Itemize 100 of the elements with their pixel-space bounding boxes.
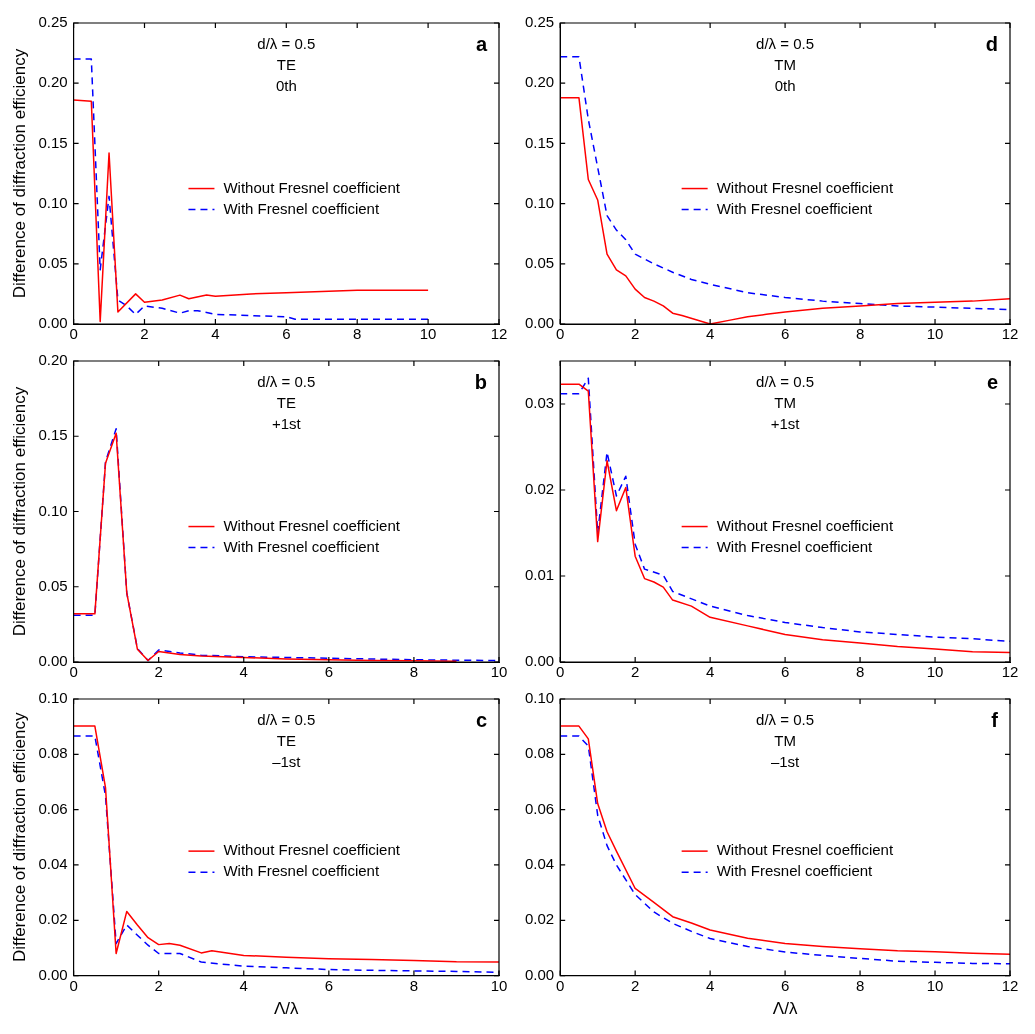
x-tick-label: 6 bbox=[282, 325, 291, 343]
x-tick-label: 8 bbox=[855, 325, 865, 343]
legend-label: Without Fresnel coefficient bbox=[223, 516, 401, 534]
x-tick-label: 8 bbox=[855, 663, 865, 681]
x-tick-label: 6 bbox=[324, 663, 334, 681]
x-tick-label: 0 bbox=[556, 976, 565, 994]
x-tick-label: 12 bbox=[1001, 663, 1019, 681]
line-series bbox=[73, 58, 429, 320]
x-tick-label: 0 bbox=[556, 663, 565, 681]
legend-label: With Fresnel coefficient bbox=[716, 199, 874, 217]
annotation: 0th bbox=[774, 77, 796, 95]
legend-label: Without Fresnel coefficient bbox=[716, 841, 894, 859]
x-tick-label: 4 bbox=[705, 976, 715, 994]
y-tick-label: 0.10 bbox=[38, 689, 68, 707]
x-tick-label: 10 bbox=[490, 663, 508, 681]
y-axis-title: Difference of diffraction efficiency bbox=[9, 386, 29, 637]
x-tick-label: 10 bbox=[490, 976, 508, 994]
annotation: –1st bbox=[272, 753, 302, 771]
y-tick-label: 0.20 bbox=[38, 73, 68, 91]
legend-label: With Fresnel coefficient bbox=[223, 537, 380, 555]
annotation: b bbox=[474, 370, 487, 393]
annotation: d/λ = 0.5 bbox=[756, 711, 815, 729]
annotation: d/λ = 0.5 bbox=[257, 373, 316, 391]
annotation: TE bbox=[276, 394, 296, 412]
annotation: f bbox=[991, 708, 999, 731]
legend-label: With Fresnel coefficient bbox=[716, 862, 874, 880]
y-tick-label: 0.15 bbox=[38, 133, 68, 151]
annotation: TE bbox=[276, 732, 296, 750]
y-tick-label: 0.02 bbox=[38, 910, 68, 928]
annotation: d/λ = 0.5 bbox=[756, 373, 815, 391]
annotation: TE bbox=[276, 56, 296, 74]
annotation: TM bbox=[774, 394, 796, 412]
x-tick-label: 8 bbox=[409, 663, 419, 681]
y-tick-label: 0.00 bbox=[524, 965, 555, 983]
y-tick-label: 0.03 bbox=[524, 394, 555, 412]
y-axis-title: Difference of diffraction efficiency bbox=[9, 48, 29, 299]
y-tick-label: 0.10 bbox=[524, 689, 555, 707]
x-tick-label: 2 bbox=[154, 976, 163, 994]
x-tick-label: 4 bbox=[211, 325, 220, 343]
y-tick-label: 0.04 bbox=[524, 855, 555, 873]
annotation: TM bbox=[774, 56, 796, 74]
y-tick-label: 0.00 bbox=[524, 652, 555, 670]
y-tick-label: 0.06 bbox=[38, 799, 68, 817]
y-tick-label: 0.20 bbox=[524, 73, 555, 91]
x-tick-label: 6 bbox=[780, 663, 790, 681]
x-tick-label: 4 bbox=[705, 325, 715, 343]
x-tick-label: 0 bbox=[556, 325, 565, 343]
x-tick-label: 8 bbox=[409, 976, 419, 994]
x-tick-label: 2 bbox=[154, 663, 163, 681]
y-tick-label: 0.00 bbox=[38, 652, 68, 670]
x-tick-label: 4 bbox=[239, 976, 248, 994]
x-tick-label: 0 bbox=[69, 976, 78, 994]
annotation: –1st bbox=[770, 753, 801, 771]
x-tick-label: 2 bbox=[630, 325, 640, 343]
y-tick-label: 0.05 bbox=[38, 576, 68, 594]
annotation: d/λ = 0.5 bbox=[756, 35, 815, 53]
x-tick-label: 12 bbox=[1001, 325, 1019, 343]
y-tick-label: 0.01 bbox=[524, 566, 555, 584]
x-tick-label: 4 bbox=[705, 663, 715, 681]
x-axis-title: Λ/λ bbox=[274, 999, 300, 1019]
y-tick-label: 0.20 bbox=[38, 351, 68, 369]
x-tick-label: 10 bbox=[926, 663, 944, 681]
x-tick-label: 0 bbox=[69, 325, 78, 343]
y-tick-label: 0.05 bbox=[524, 253, 555, 271]
y-tick-label: 0.08 bbox=[38, 744, 68, 762]
x-tick-label: 12 bbox=[490, 325, 508, 343]
annotation: 0th bbox=[275, 77, 297, 95]
legend-label: With Fresnel coefficient bbox=[223, 862, 380, 880]
annotation: TM bbox=[774, 732, 796, 750]
x-tick-label: 2 bbox=[630, 663, 640, 681]
x-tick-label: 6 bbox=[780, 976, 790, 994]
legend-label: Without Fresnel coefficient bbox=[223, 178, 401, 196]
x-tick-label: 12 bbox=[1001, 976, 1019, 994]
annotation: d/λ = 0.5 bbox=[257, 711, 316, 729]
y-tick-label: 0.08 bbox=[524, 744, 555, 762]
y-tick-label: 0.15 bbox=[38, 426, 68, 444]
y-axis-title: Difference of diffraction efficiency bbox=[9, 712, 29, 963]
x-tick-label: 4 bbox=[239, 663, 248, 681]
annotation: a bbox=[475, 32, 488, 55]
y-tick-label: 0.00 bbox=[38, 314, 68, 332]
x-tick-label: 2 bbox=[630, 976, 640, 994]
x-tick-label: 10 bbox=[926, 976, 944, 994]
y-tick-label: 0.10 bbox=[38, 193, 68, 211]
legend-label: With Fresnel coefficient bbox=[716, 537, 874, 555]
x-axis-title: Λ/λ bbox=[772, 999, 798, 1019]
y-tick-label: 0.02 bbox=[524, 910, 555, 928]
x-tick-label: 10 bbox=[419, 325, 437, 343]
x-tick-label: 10 bbox=[926, 325, 944, 343]
x-tick-label: 6 bbox=[324, 976, 334, 994]
y-tick-label: 0.04 bbox=[38, 855, 68, 873]
y-tick-label: 0.15 bbox=[524, 133, 555, 151]
y-tick-label: 0.05 bbox=[38, 253, 68, 271]
legend-label: With Fresnel coefficient bbox=[223, 199, 380, 217]
y-tick-label: 0.00 bbox=[524, 314, 555, 332]
annotation: +1st bbox=[770, 415, 801, 433]
legend-label: Without Fresnel coefficient bbox=[716, 516, 894, 534]
y-tick-label: 0.25 bbox=[524, 13, 555, 31]
y-tick-label: 0.25 bbox=[38, 13, 68, 31]
x-tick-label: 0 bbox=[69, 663, 78, 681]
annotation: d/λ = 0.5 bbox=[257, 35, 316, 53]
